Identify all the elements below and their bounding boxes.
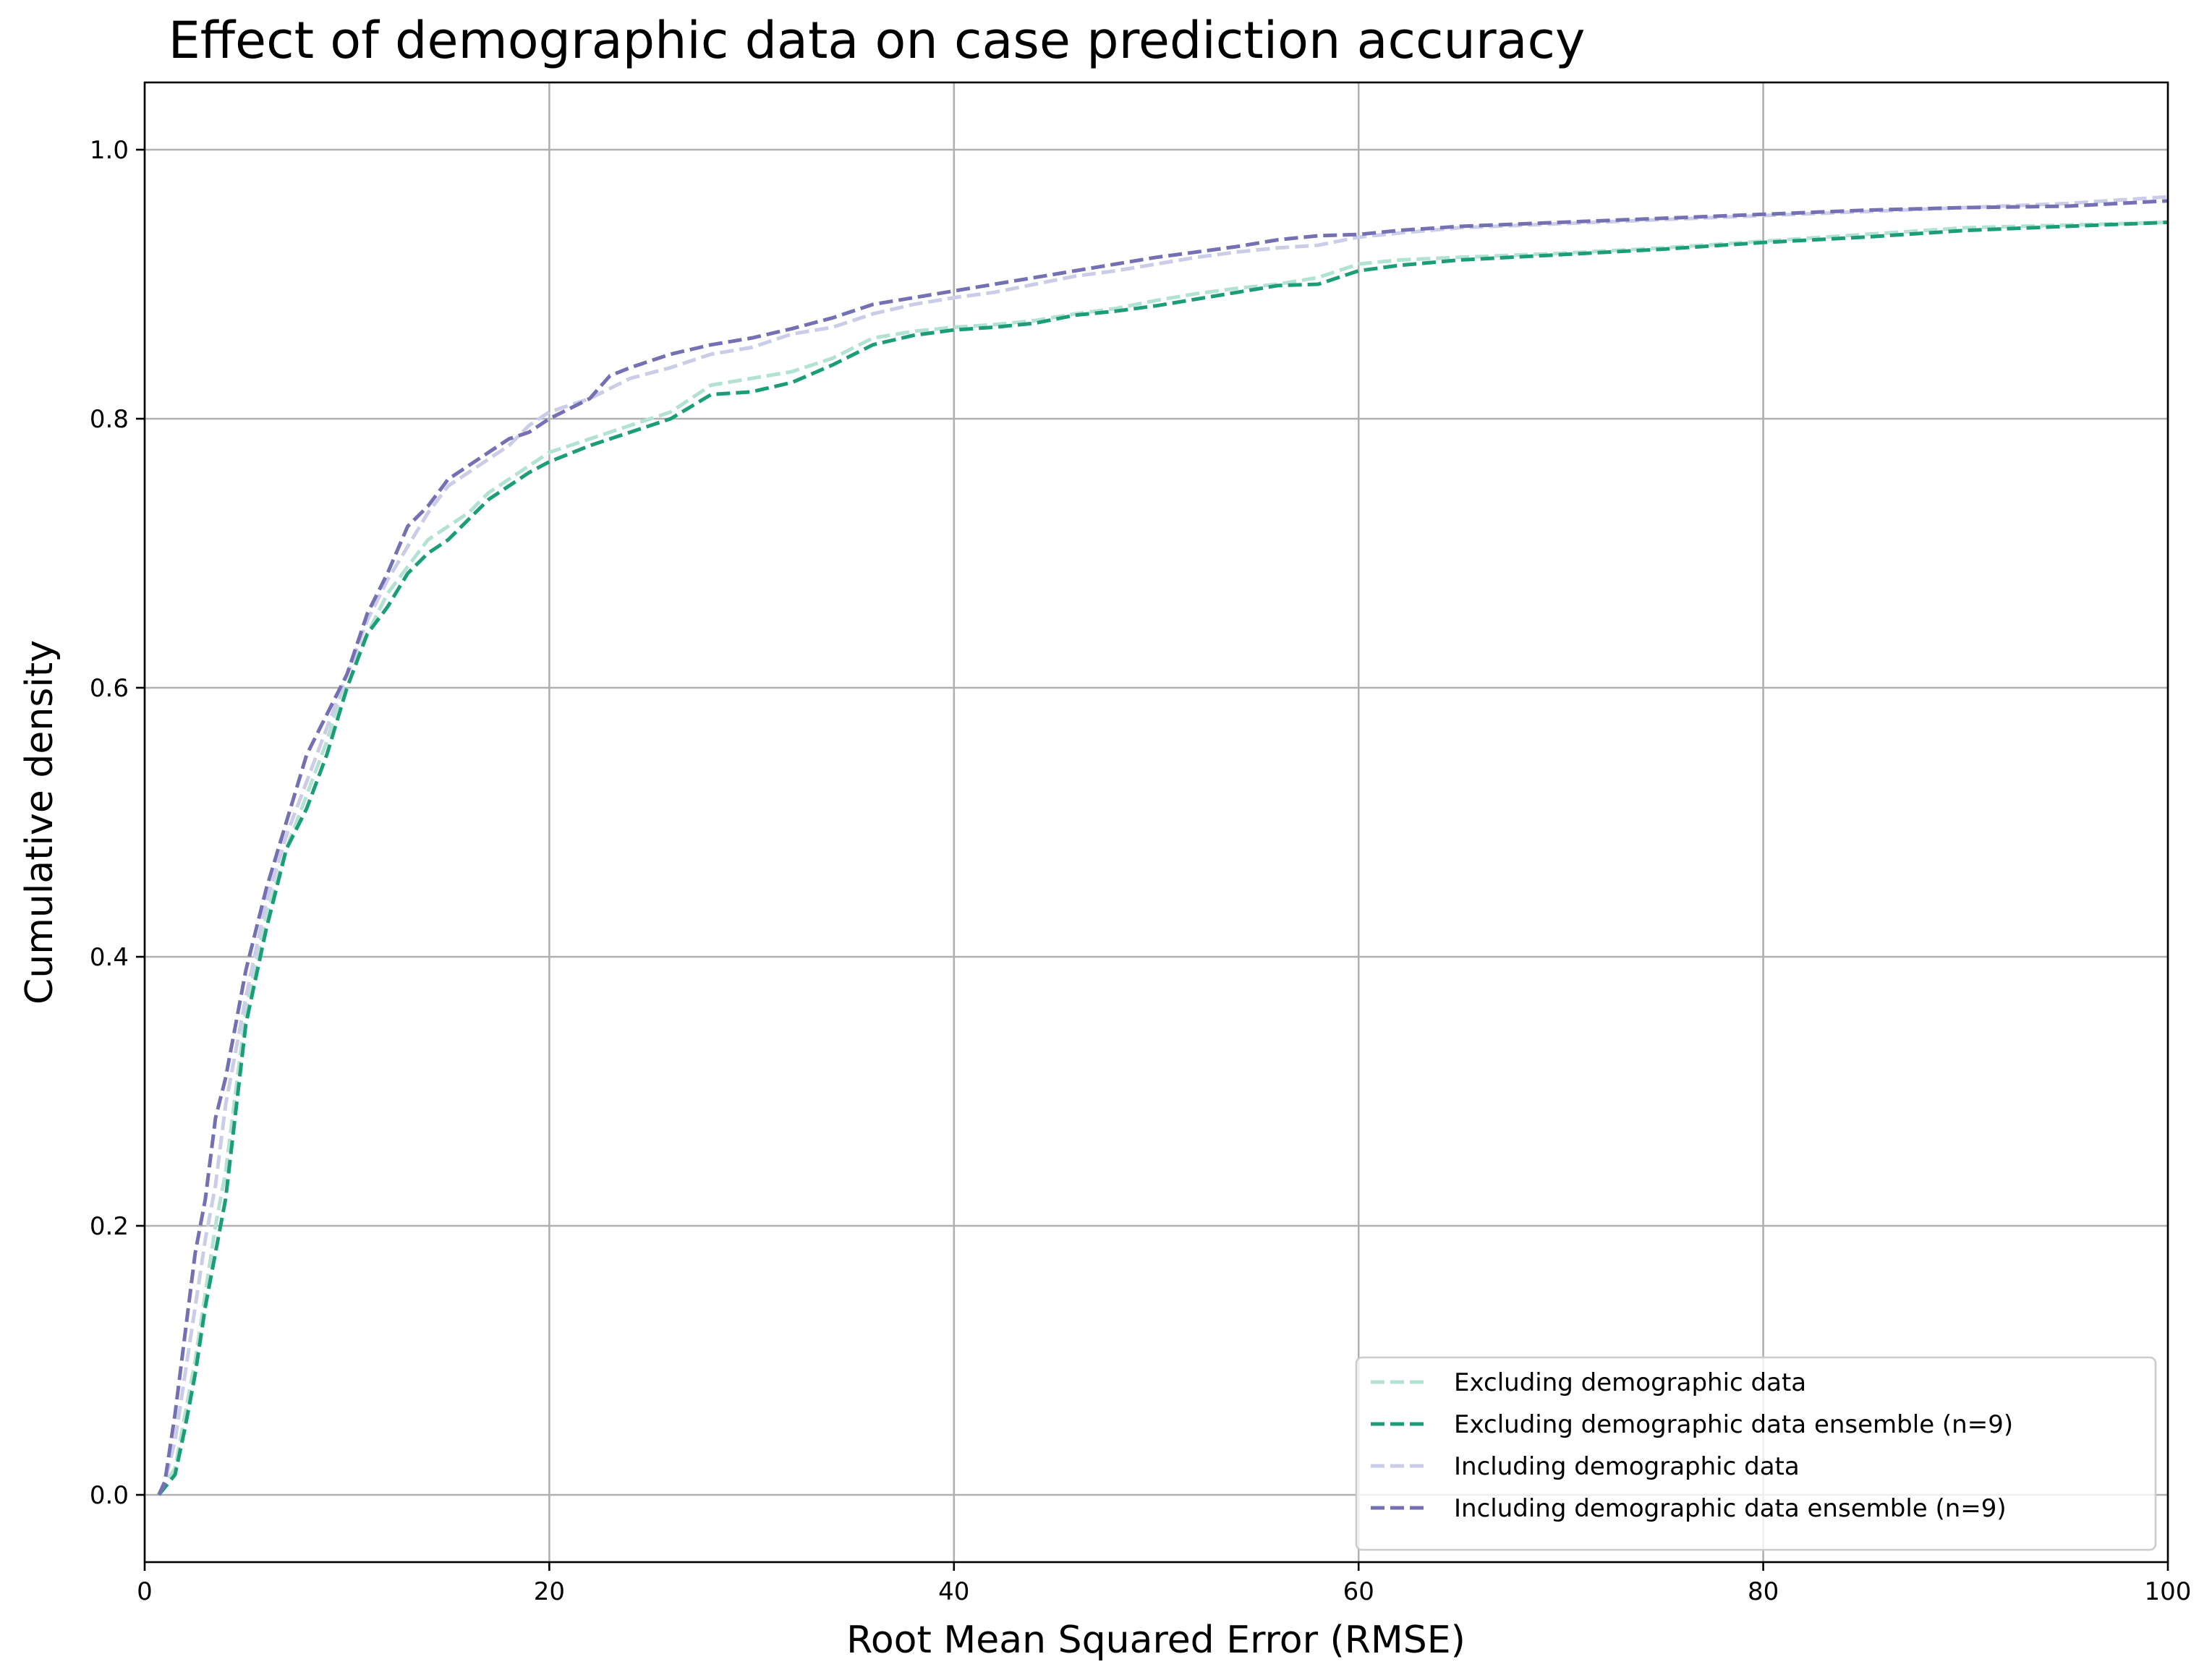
axis-ticks: 0 20 40 60 80 100 0.0 0.2 0.4 0.6 0.8 1.0 xyxy=(90,136,2192,1606)
series-line-3 xyxy=(157,195,2169,1496)
legend-entry-label: Excluding demographic data ensemble (n=9… xyxy=(1454,1410,2013,1439)
x-tick-label: 100 xyxy=(2145,1577,2192,1606)
y-tick-label: 0.6 xyxy=(90,674,129,703)
x-tick-label: 0 xyxy=(137,1577,153,1606)
series-lines xyxy=(157,195,2169,1496)
y-tick-label: 0.8 xyxy=(90,405,129,434)
chart-title: Effect of demographic data on case predi… xyxy=(169,11,1586,70)
x-tick-label: 60 xyxy=(1343,1577,1374,1606)
legend-box xyxy=(1355,1356,2157,1551)
plot-frame xyxy=(143,81,2169,1564)
y-axis-label: Cumulative density xyxy=(18,640,61,1005)
legend: Excluding demographic data Excluding demo… xyxy=(1355,1356,2157,1551)
grid xyxy=(143,82,2169,1562)
x-tick-label: 40 xyxy=(938,1577,969,1606)
x-tick-label: 80 xyxy=(1748,1577,1779,1606)
y-tick-label: 0.0 xyxy=(90,1481,129,1510)
series-line-4 xyxy=(157,199,2169,1496)
legend-entry-label: Excluding demographic data xyxy=(1454,1368,1806,1397)
legend-entry-label: Including demographic data xyxy=(1454,1452,1800,1481)
x-axis-label: Root Mean Squared Error (RMSE) xyxy=(846,1619,1466,1662)
y-tick-label: 0.2 xyxy=(90,1212,129,1241)
x-tick-label: 20 xyxy=(534,1577,565,1606)
y-tick-label: 0.4 xyxy=(90,943,129,972)
y-tick-label: 1.0 xyxy=(90,136,129,165)
legend-entry-label: Including demographic data ensemble (n=9… xyxy=(1454,1494,2007,1523)
series-line-2 xyxy=(157,220,2169,1496)
